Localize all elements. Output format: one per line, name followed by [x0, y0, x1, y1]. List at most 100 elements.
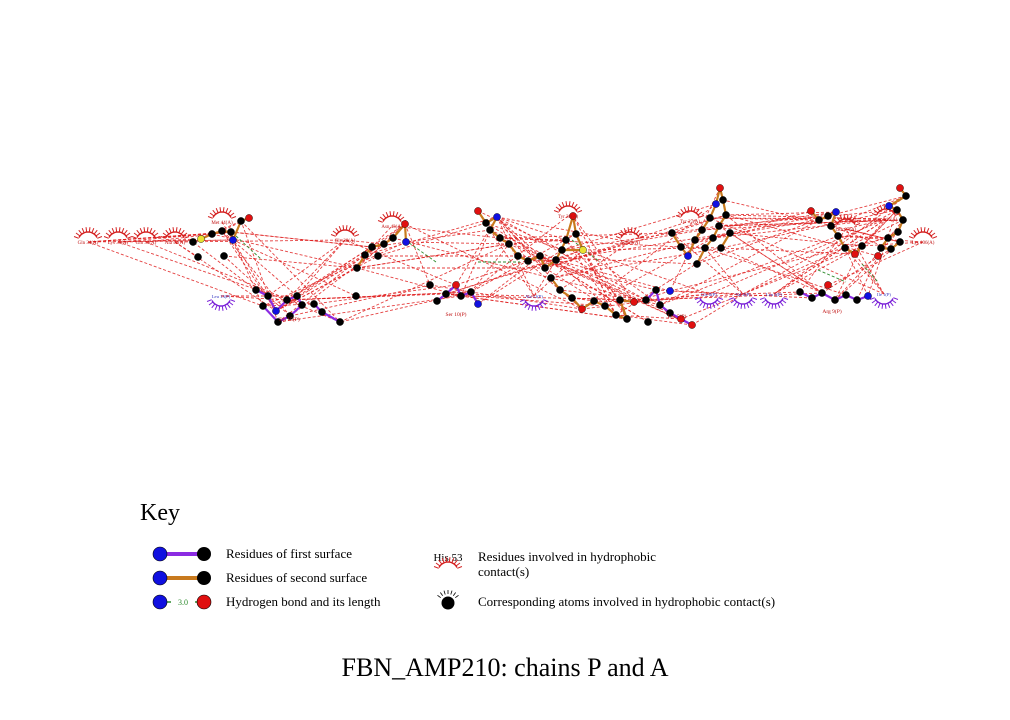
contact-line [356, 243, 510, 269]
contact-line [267, 239, 346, 297]
contact-line [845, 228, 885, 295]
contact-line [880, 219, 904, 249]
atom [590, 297, 598, 305]
contact-line [544, 267, 606, 307]
contact-line [499, 237, 567, 241]
contact-line [720, 209, 898, 249]
key-atom-spoke [450, 590, 453, 595]
contact-line [615, 314, 693, 326]
contact-line [582, 249, 617, 316]
atom [832, 208, 840, 216]
contact-line [508, 239, 567, 245]
contact-line [289, 284, 431, 317]
atom [893, 206, 901, 214]
contact-line [533, 249, 563, 297]
key-hydrophobic-residue-symbol: His 53 [433, 552, 463, 569]
hydrophobic-arc-chain-a [377, 211, 407, 223]
atom [677, 315, 685, 323]
atom [442, 290, 450, 298]
contact-line [230, 231, 373, 248]
key-hydrophobic-atom-label: Corresponding atoms involved in hydropho… [478, 594, 776, 609]
atom [706, 214, 714, 222]
atom [496, 234, 504, 242]
atom [612, 311, 620, 319]
atom [668, 229, 676, 237]
atom [884, 234, 892, 242]
atom [666, 287, 674, 295]
contact-line [460, 229, 491, 297]
atom [514, 252, 522, 260]
atom [796, 288, 804, 296]
hydrophobic-arc-chain-a [207, 207, 237, 219]
atom [691, 236, 699, 244]
hydrogen-bond [861, 263, 879, 283]
hydrophobic-arc-chain-a [675, 206, 705, 218]
hydrogen-bond [817, 269, 847, 283]
contact-line [837, 235, 924, 243]
contact-line [830, 195, 907, 227]
contact-line [275, 223, 406, 312]
contact-line [709, 217, 887, 220]
contact-line [629, 229, 703, 243]
residue-label-chain-a: Tyr 27(A) [680, 220, 700, 225]
contact-line [709, 217, 885, 295]
atom [709, 234, 717, 242]
residue-label-chain-a: Lys 106(A) [912, 241, 935, 246]
contact-line [729, 232, 863, 247]
contact-line [117, 241, 288, 301]
atom [208, 230, 216, 238]
contact-line [725, 214, 879, 257]
contact-line [671, 232, 744, 295]
atoms [189, 184, 910, 329]
key-second-surface-symbol [152, 570, 211, 586]
atom [688, 321, 696, 329]
residue-label-chain-p: Val 6(P) [735, 292, 751, 297]
atom [541, 264, 549, 272]
hydrophobic-arc-chain-p [519, 299, 549, 311]
contact-line [460, 295, 628, 320]
atom [824, 281, 832, 289]
atom [834, 232, 842, 240]
atom [352, 292, 360, 300]
residue-label-chain-a: Met 44(A) [211, 221, 233, 226]
atom [194, 253, 202, 261]
contact-line [565, 239, 617, 316]
contact-line [572, 215, 628, 320]
atom [552, 256, 560, 264]
atom [556, 286, 564, 294]
atom [572, 230, 580, 238]
hydrophobic-arcs [73, 201, 938, 311]
key-atom-spoke [437, 595, 441, 599]
key-his53-label: His 53 [433, 552, 463, 564]
contact-line [582, 247, 706, 251]
atom [827, 222, 835, 230]
contact-line [87, 241, 264, 307]
contact-line [701, 218, 887, 231]
atom [815, 216, 823, 224]
contact-line [377, 222, 487, 257]
atom [896, 184, 904, 192]
contact-line [582, 249, 661, 306]
contact-line [544, 220, 691, 269]
contact-line [477, 210, 563, 251]
key-hydrophobic-atom-symbol [437, 590, 459, 610]
contact-line [550, 247, 722, 279]
atom [524, 257, 532, 265]
atom [474, 300, 482, 308]
hydrophobic-arc-chain-p [759, 297, 789, 309]
atom [283, 296, 291, 304]
hydrophobic-arc-chain-a [831, 214, 861, 226]
hydrophobic-arc-chain-p [728, 297, 758, 309]
diagram-title: FBN_AMP210: chains P and A [341, 653, 669, 682]
atom [452, 281, 460, 289]
atom [229, 236, 237, 244]
contact-line [844, 237, 889, 249]
atom [858, 242, 866, 250]
contact-line [555, 232, 731, 261]
residue-label-chain-a: Asn 43(A) [381, 225, 403, 230]
contact-line [712, 218, 887, 239]
atom [716, 184, 724, 192]
hydrophobic-arc-chain-a [131, 227, 161, 239]
contact-line [496, 216, 647, 301]
contact-line [145, 241, 303, 306]
